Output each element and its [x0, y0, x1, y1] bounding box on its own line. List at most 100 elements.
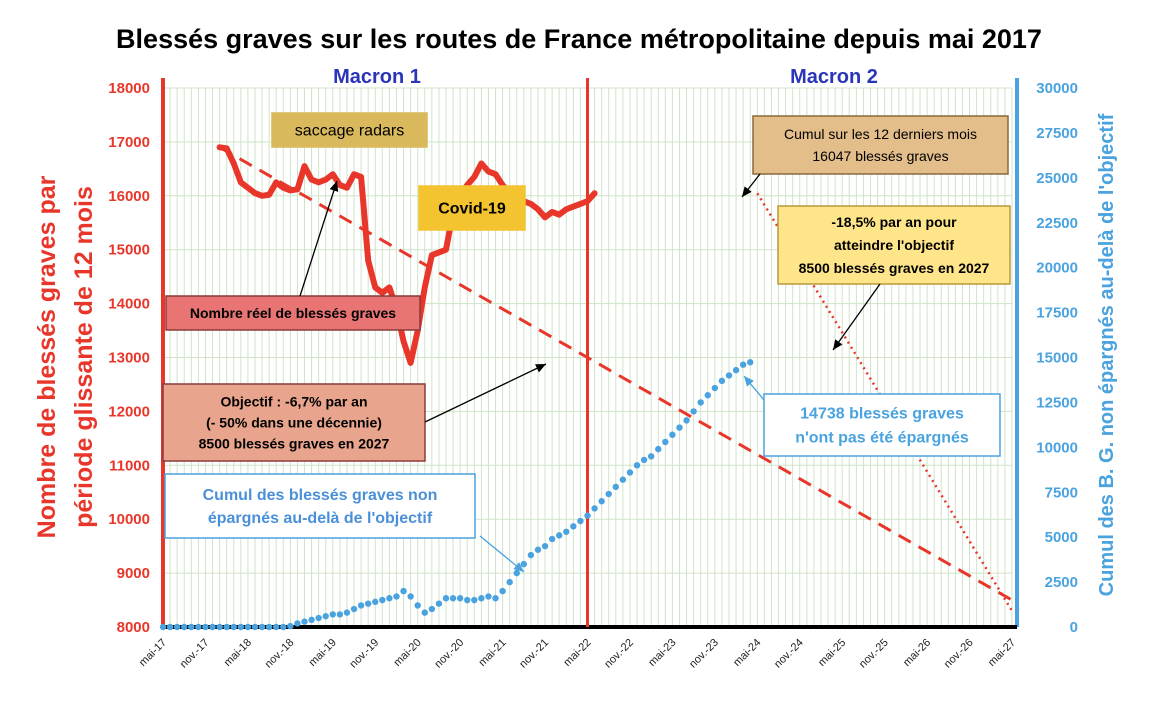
annotation-epargnes: 14738 blessés graves n'ont pas été épargn…: [763, 393, 1001, 457]
data-point-cumul: [400, 587, 407, 595]
data-point-cumul: [513, 569, 520, 577]
data-point-cumul: [202, 623, 209, 631]
right-tick-label: 17500: [1036, 305, 1078, 322]
left-tick-label: 16000: [108, 188, 150, 205]
left-tick-label: 12000: [108, 403, 150, 420]
data-point-cumul: [421, 609, 428, 616]
data-point-cumul: [577, 517, 584, 525]
arrow-objectif-head: [535, 364, 546, 373]
right-tick-label: 2500: [1045, 574, 1078, 591]
data-point-cumul: [647, 453, 655, 460]
data-point-cumul: [364, 600, 372, 607]
data-point-cumul: [725, 372, 733, 379]
right-tick-label: 0: [1070, 619, 1078, 636]
arrow-objectif: [424, 363, 547, 423]
annotation-saccage-radars-bg: [271, 112, 428, 148]
annotation-rate-bg: [777, 205, 1011, 285]
annotation-epargnes-text: n'ont pas été épargnés: [795, 430, 969, 447]
data-point-cumul: [414, 602, 421, 609]
right-tick-label: 27500: [1036, 125, 1078, 142]
data-point-cumul: [527, 551, 535, 559]
right-tick-label: 5000: [1045, 529, 1078, 546]
data-point-cumul: [280, 623, 287, 631]
left-axis-title: Nombre de blessés graves par: [33, 175, 61, 538]
data-point-cumul: [428, 605, 436, 613]
annotation-cumul12-text: Cumul sur les 12 derniers mois: [784, 126, 977, 142]
annotation-cumul-box: Cumul des blessés graves non épargnés au-…: [164, 473, 476, 539]
data-point-cumul: [506, 578, 513, 586]
annotation-cumul12-text: 16047 blessés graves: [812, 148, 948, 164]
right-tick-label: 15000: [1036, 350, 1078, 367]
data-point-cumul: [393, 593, 400, 600]
annotation-objectif-text: Objectif : -6,7% par an: [220, 393, 367, 409]
x-tick-label: nov.-20: [432, 637, 466, 671]
data-point-cumul: [619, 476, 627, 483]
series-layer: [159, 144, 1014, 631]
annotation-rate-text: 8500 blessés graves en 2027: [799, 260, 990, 276]
x-tick-label: nov.-23: [687, 637, 721, 671]
data-point-cumul: [732, 366, 740, 374]
data-point-cumul: [612, 483, 619, 491]
data-point-cumul: [159, 623, 167, 631]
annotation-reel-bg: [165, 295, 421, 331]
data-point-cumul: [711, 384, 719, 392]
x-tick-label: mai-24: [731, 637, 763, 669]
x-tick-label: nov.-18: [263, 637, 297, 671]
data-point-cumul: [563, 528, 570, 535]
data-point-cumul: [747, 359, 754, 366]
right-tick-label: 12500: [1036, 394, 1078, 411]
left-tick-label: 8000: [117, 619, 150, 636]
x-tick-label: nov.-21: [517, 637, 551, 671]
x-tick-label: mai-17: [137, 637, 169, 669]
data-point-cumul: [181, 623, 188, 631]
data-point-cumul: [626, 469, 634, 476]
x-tick-label: nov.-25: [857, 637, 891, 671]
x-tick-label: nov.-17: [178, 637, 212, 671]
arrow-epargnes-head: [744, 376, 754, 387]
data-point-cumul: [662, 438, 669, 446]
data-point-cumul: [633, 462, 641, 469]
data-point-cumul: [350, 605, 358, 613]
data-point-cumul: [195, 623, 202, 631]
left-tick-label: 9000: [117, 565, 150, 582]
data-point-cumul: [676, 424, 683, 431]
arrow-cumul12-head: [742, 186, 752, 197]
data-point-cumul: [372, 598, 379, 606]
data-point-cumul: [223, 623, 230, 631]
arrow-epargnes: [743, 375, 765, 401]
left-tick-label: 18000: [108, 80, 150, 97]
data-point-cumul: [520, 560, 528, 568]
annotation-epargnes-text: 14738 blessés graves: [800, 406, 964, 423]
left-axis-title: période glissante de 12 mois: [70, 186, 98, 528]
data-point-cumul: [173, 623, 181, 631]
data-point-cumul: [357, 602, 365, 609]
data-point-cumul: [556, 532, 563, 539]
data-point-cumul: [315, 614, 322, 622]
data-point-cumul: [464, 596, 471, 604]
annotations: saccage radars Covid-19 Nombre réel de ble…: [162, 112, 1011, 573]
annotation-cumul-box-text: Cumul des blessés graves non: [203, 487, 438, 504]
data-point-cumul: [343, 609, 351, 616]
data-point-cumul: [442, 595, 450, 602]
x-tick-label: mai-27: [986, 637, 1018, 669]
right-tick-label: 22500: [1036, 215, 1078, 232]
data-point-cumul: [336, 611, 344, 618]
data-point-cumul: [435, 600, 443, 607]
data-point-cumul: [640, 456, 648, 464]
x-tick-label: mai-25: [816, 637, 848, 669]
left-tick-label: 11000: [109, 457, 150, 474]
x-tick-label: mai-26: [901, 637, 933, 669]
annotation-covid-bg: [418, 185, 526, 231]
x-tick-label: nov.-24: [772, 637, 806, 671]
annotation-epargnes-bg: [763, 393, 1001, 457]
annotation-cumul-box-text: épargnés au-delà de l'objectif: [208, 510, 433, 527]
data-point-cumul: [273, 623, 280, 631]
data-point-cumul: [605, 490, 612, 498]
annotation-reel: Nombre réel de blessés graves: [165, 295, 421, 331]
data-point-cumul: [386, 595, 393, 602]
data-point-cumul: [697, 399, 704, 406]
data-point-cumul: [534, 546, 542, 553]
arrow-cumul12: [741, 173, 761, 198]
data-point-cumul: [690, 408, 697, 415]
